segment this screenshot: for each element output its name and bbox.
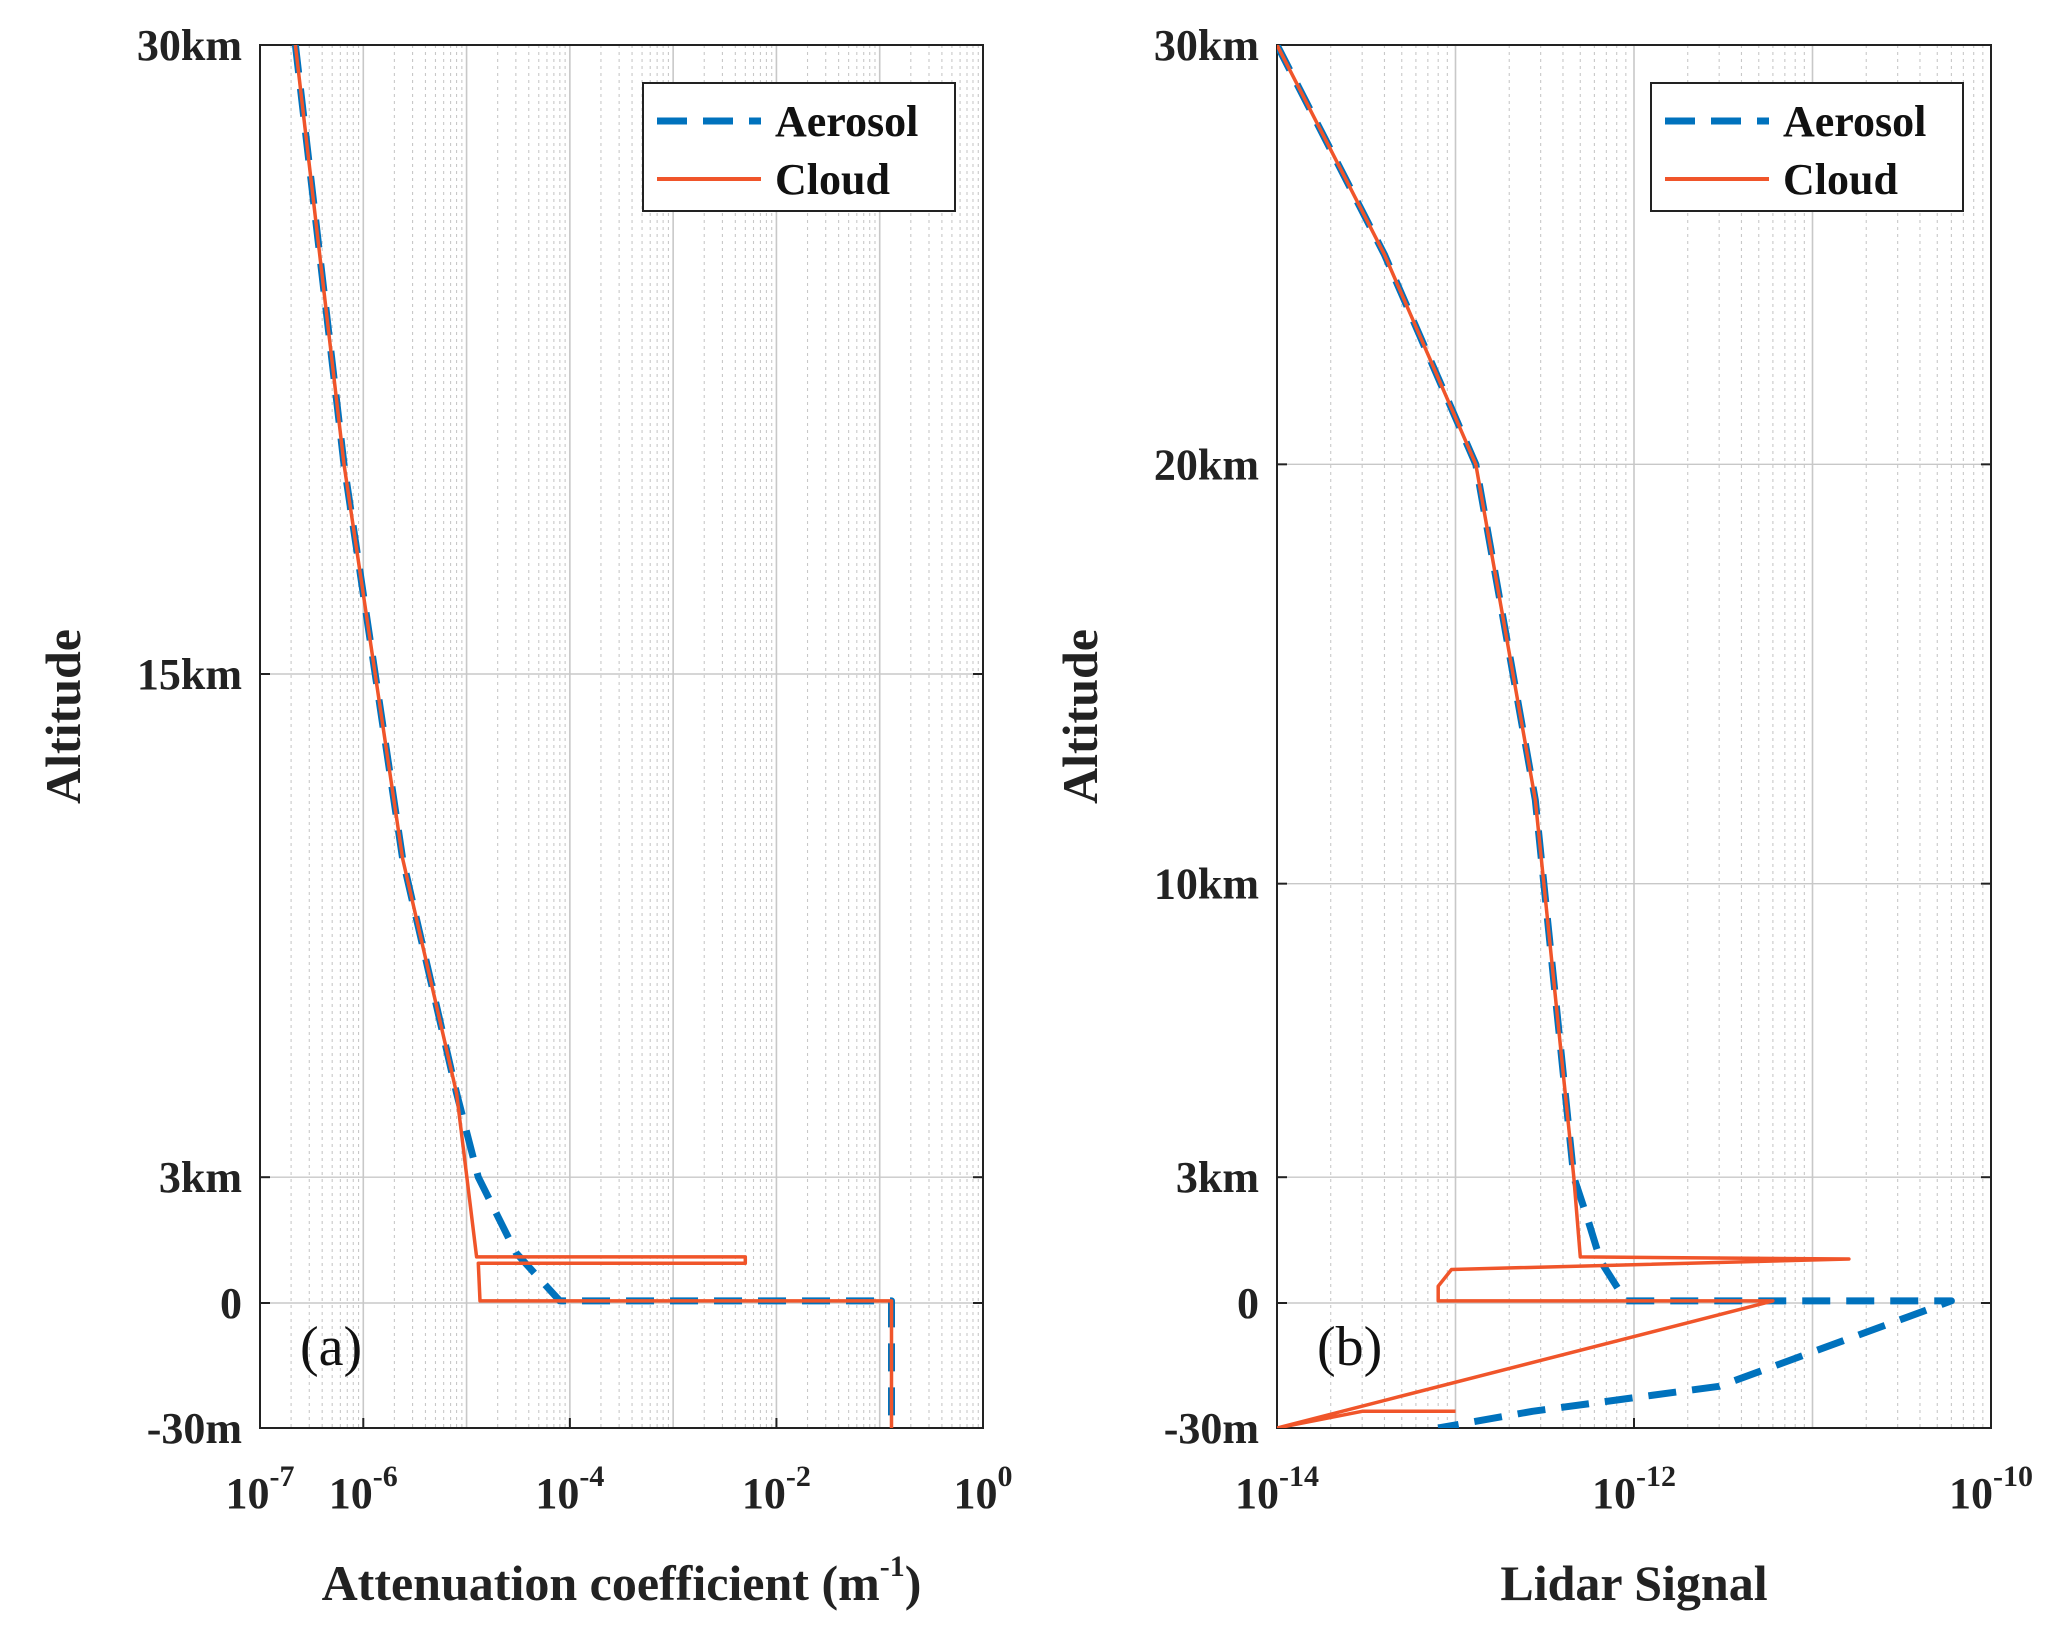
y-tick-label: 0 bbox=[220, 1279, 242, 1328]
x-tick-exponent: -4 bbox=[579, 1460, 604, 1493]
x-tick-base: 10 bbox=[1592, 1469, 1636, 1518]
x-tick-label: 10-4 bbox=[535, 1460, 604, 1518]
x-tick-label: 10-12 bbox=[1592, 1460, 1676, 1518]
legend-box bbox=[642, 82, 956, 212]
x-tick-exponent: -7 bbox=[270, 1460, 295, 1493]
series-line-cloud bbox=[1277, 45, 1851, 1428]
x-tick-base: 10 bbox=[226, 1469, 270, 1518]
y-tick-label: 3km bbox=[159, 1153, 242, 1202]
x-axis-title: Lidar Signal bbox=[1500, 1555, 1767, 1611]
x-tick-base: 10 bbox=[1949, 1469, 1993, 1518]
panel-label: (a) bbox=[300, 1316, 362, 1378]
y-tick-label: 3km bbox=[1176, 1153, 1259, 1202]
y-tick-label: -30m bbox=[147, 1404, 242, 1453]
x-axis-title-end: ) bbox=[905, 1555, 922, 1611]
x-tick-base: 10 bbox=[329, 1469, 373, 1518]
x-axis-title-main: Attenuation coefficient (m bbox=[322, 1555, 880, 1611]
grid bbox=[259, 44, 983, 1429]
x-tick-exponent: -6 bbox=[373, 1460, 398, 1493]
x-axis-title-exponent: -1 bbox=[880, 1550, 905, 1583]
legend: Aerosol Cloud bbox=[642, 82, 956, 212]
legend-label: Cloud bbox=[1783, 155, 1898, 204]
y-tick-label: 30km bbox=[137, 21, 242, 70]
series-line-cloud bbox=[293, 45, 894, 1428]
y-tick-label: 20km bbox=[1154, 440, 1259, 489]
x-tick-base: 10 bbox=[742, 1469, 786, 1518]
panel-label: (b) bbox=[1317, 1316, 1382, 1378]
x-tick-exponent: -14 bbox=[1279, 1460, 1319, 1493]
x-tick-exponent: 0 bbox=[998, 1460, 1013, 1493]
x-tick-base: 10 bbox=[954, 1469, 998, 1518]
legend-label: Cloud bbox=[775, 155, 890, 204]
series-group bbox=[291, 45, 895, 1428]
x-tick-exponent: -2 bbox=[786, 1460, 811, 1493]
plot-frame bbox=[259, 44, 984, 1429]
x-axis-title: Attenuation coefficient (m-1) bbox=[322, 1550, 922, 1611]
y-tick-label: -30m bbox=[1164, 1404, 1259, 1453]
y-tick-label: 15km bbox=[137, 650, 242, 699]
y-axis-title: Altitude bbox=[1052, 629, 1108, 804]
y-tick-label: 0 bbox=[1237, 1279, 1259, 1328]
x-tick-label: 100 bbox=[954, 1460, 1013, 1518]
y-tick-label: 10km bbox=[1154, 860, 1259, 909]
y-axis-title: Altitude bbox=[35, 629, 91, 804]
x-tick-label: 10-2 bbox=[742, 1460, 811, 1518]
x-tick-base: 10 bbox=[535, 1469, 579, 1518]
y-tick-label: 30km bbox=[1154, 21, 1259, 70]
series-line-aerosol bbox=[1277, 45, 1955, 1428]
x-tick-label: 10-7 bbox=[226, 1460, 295, 1518]
x-tick-exponent: -12 bbox=[1636, 1460, 1676, 1493]
legend-label: Aerosol bbox=[1783, 97, 1926, 146]
x-tick-label: 10-6 bbox=[329, 1460, 398, 1518]
x-tick-base: 10 bbox=[1235, 1469, 1279, 1518]
legend: Aerosol Cloud bbox=[1650, 82, 1964, 212]
x-tick-label: 10-10 bbox=[1949, 1460, 2033, 1518]
series-group bbox=[1277, 45, 1955, 1428]
legend-label: Aerosol bbox=[775, 97, 918, 146]
x-tick-exponent: -10 bbox=[1993, 1460, 2033, 1493]
legend-box bbox=[1650, 82, 1964, 212]
x-tick-label: 10-14 bbox=[1235, 1460, 1319, 1518]
